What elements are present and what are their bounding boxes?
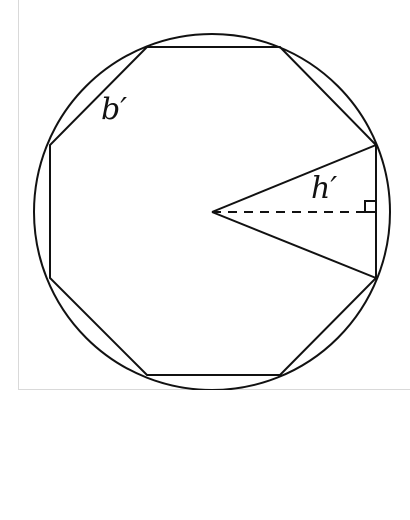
right-angle-marker <box>364 200 377 213</box>
figure-frame <box>18 0 410 390</box>
circumscribed-circle <box>33 33 391 390</box>
triangle-upper-side <box>211 144 377 213</box>
side-length-label: b′ <box>101 92 128 127</box>
apothem-label: h′ <box>311 171 338 206</box>
octagon-circle-diagram <box>33 33 391 390</box>
triangle-lower-side <box>211 211 377 279</box>
inscribed-octagon <box>49 46 377 376</box>
